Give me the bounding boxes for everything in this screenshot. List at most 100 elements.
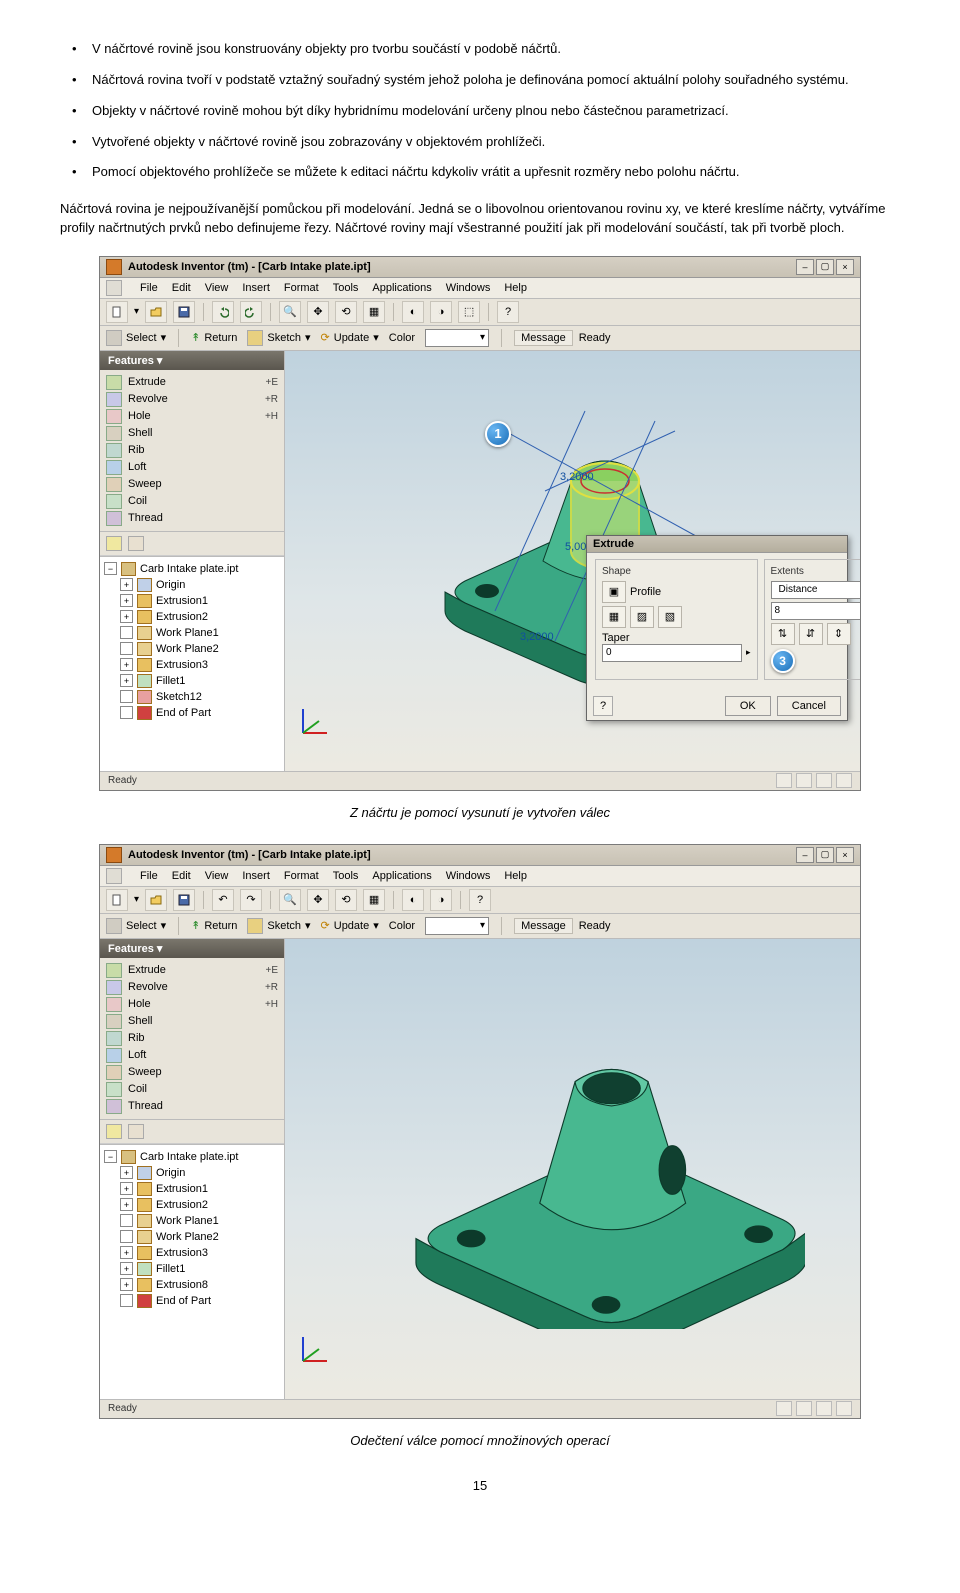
- bool-add-button[interactable]: ▦: [602, 606, 626, 628]
- feature-thread[interactable]: Thread: [102, 1098, 282, 1115]
- tree-item[interactable]: Work Plane2: [102, 1229, 282, 1245]
- menu-edit[interactable]: Edit: [172, 870, 191, 882]
- feature-rib[interactable]: Rib: [102, 1030, 282, 1047]
- select-tool[interactable]: Select ▾: [106, 330, 166, 346]
- feature-extrude[interactable]: Extrude+E: [102, 374, 282, 391]
- tree-item[interactable]: Work Plane1: [102, 1213, 282, 1229]
- feature-sweep[interactable]: Sweep: [102, 1064, 282, 1081]
- close-button[interactable]: ×: [836, 259, 854, 275]
- menu-applications[interactable]: Applications: [372, 282, 431, 294]
- menu-help[interactable]: Help: [504, 282, 527, 294]
- feature-loft[interactable]: Loft: [102, 459, 282, 476]
- tree-item[interactable]: End of Part: [102, 1293, 282, 1309]
- tool-button[interactable]: ◑: [430, 889, 452, 911]
- dir-button[interactable]: ⇕: [827, 623, 851, 645]
- color-combo[interactable]: ▾: [425, 917, 489, 935]
- tree-item[interactable]: Sketch12: [102, 689, 282, 705]
- redo-button[interactable]: [240, 301, 262, 323]
- save-button[interactable]: [173, 889, 195, 911]
- menu-applications[interactable]: Applications: [372, 870, 431, 882]
- feature-hole[interactable]: Hole+H: [102, 408, 282, 425]
- open-button[interactable]: [145, 889, 167, 911]
- feature-rib[interactable]: Rib: [102, 442, 282, 459]
- menu-file[interactable]: File: [140, 282, 158, 294]
- profile-button[interactable]: ▣: [602, 581, 626, 603]
- cancel-button[interactable]: Cancel: [777, 696, 841, 716]
- zoom-button[interactable]: 🔍: [279, 301, 301, 323]
- rotate-button[interactable]: ⟲: [335, 301, 357, 323]
- viewport[interactable]: [285, 939, 860, 1399]
- tree-item[interactable]: +Origin: [102, 1165, 282, 1181]
- dir-button[interactable]: ⇅: [771, 623, 795, 645]
- tree-item[interactable]: Work Plane2: [102, 641, 282, 657]
- pan-button[interactable]: ✥: [307, 301, 329, 323]
- view-button[interactable]: ▦: [363, 889, 385, 911]
- redo-button[interactable]: ↷: [240, 889, 262, 911]
- tree-item[interactable]: +Extrusion1: [102, 1181, 282, 1197]
- tree-item[interactable]: +Fillet1: [102, 1261, 282, 1277]
- menu-format[interactable]: Format: [284, 870, 319, 882]
- tree-item[interactable]: +Extrusion3: [102, 1245, 282, 1261]
- view-button[interactable]: ▦: [363, 301, 385, 323]
- tool-button[interactable]: ◑: [430, 301, 452, 323]
- bool-intersect-button[interactable]: ▧: [658, 606, 682, 628]
- menu-edit[interactable]: Edit: [172, 282, 191, 294]
- tree-root[interactable]: −Carb Intake plate.ipt: [102, 1149, 282, 1165]
- return-tool[interactable]: ↟Return: [191, 919, 237, 932]
- menu-windows[interactable]: Windows: [446, 282, 491, 294]
- feature-revolve[interactable]: Revolve+R: [102, 391, 282, 408]
- return-tool[interactable]: ↟Return: [191, 331, 237, 344]
- zoom-button[interactable]: 🔍: [279, 889, 301, 911]
- sketch-tool[interactable]: Sketch ▾: [247, 330, 310, 346]
- tool-button[interactable]: ⬚: [458, 301, 480, 323]
- menu-file[interactable]: File: [140, 870, 158, 882]
- maximize-button[interactable]: ▢: [816, 847, 834, 863]
- menu-tools[interactable]: Tools: [333, 870, 359, 882]
- tool-button[interactable]: ◐: [402, 301, 424, 323]
- help-button[interactable]: ?: [497, 301, 519, 323]
- close-button[interactable]: ×: [836, 847, 854, 863]
- feature-thread[interactable]: Thread: [102, 510, 282, 527]
- menu-insert[interactable]: Insert: [242, 870, 270, 882]
- ok-button[interactable]: OK: [725, 696, 771, 716]
- taper-input[interactable]: [602, 644, 742, 662]
- tree-item[interactable]: +Extrusion8: [102, 1277, 282, 1293]
- feature-revolve[interactable]: Revolve+R: [102, 979, 282, 996]
- maximize-button[interactable]: ▢: [816, 259, 834, 275]
- sketch-tool[interactable]: Sketch ▾: [247, 918, 310, 934]
- tree-item[interactable]: +Fillet1: [102, 673, 282, 689]
- features-header[interactable]: Features ▾: [100, 939, 284, 958]
- update-tool[interactable]: ⟳Update ▾: [321, 919, 379, 932]
- tree-item[interactable]: +Extrusion3: [102, 657, 282, 673]
- minimize-button[interactable]: –: [796, 259, 814, 275]
- tree-item[interactable]: +Extrusion2: [102, 609, 282, 625]
- feature-coil[interactable]: Coil: [102, 1081, 282, 1098]
- tree-item[interactable]: +Extrusion2: [102, 1197, 282, 1213]
- menu-help[interactable]: Help: [504, 870, 527, 882]
- help-button[interactable]: ?: [469, 889, 491, 911]
- distance-input[interactable]: [771, 602, 860, 620]
- select-tool[interactable]: Select ▾: [106, 918, 166, 934]
- undo-button[interactable]: [212, 301, 234, 323]
- pan-button[interactable]: ✥: [307, 889, 329, 911]
- viewport[interactable]: 3,2000 5,0000 3,2000 1 2 Extrude Shape: [285, 351, 860, 771]
- feature-sweep[interactable]: Sweep: [102, 476, 282, 493]
- undo-button[interactable]: ↶: [212, 889, 234, 911]
- menu-view[interactable]: View: [205, 282, 229, 294]
- menu-insert[interactable]: Insert: [242, 282, 270, 294]
- distance-select[interactable]: Distance: [771, 581, 860, 599]
- menu-view[interactable]: View: [205, 870, 229, 882]
- feature-shell[interactable]: Shell: [102, 1013, 282, 1030]
- tree-item[interactable]: Work Plane1: [102, 625, 282, 641]
- tool-button[interactable]: ◐: [402, 889, 424, 911]
- tree-root[interactable]: −Carb Intake plate.ipt: [102, 561, 282, 577]
- menu-format[interactable]: Format: [284, 282, 319, 294]
- new-button[interactable]: [106, 301, 128, 323]
- feature-extrude[interactable]: Extrude+E: [102, 962, 282, 979]
- model-filter[interactable]: [100, 532, 284, 556]
- save-button[interactable]: [173, 301, 195, 323]
- help-button[interactable]: ?: [593, 696, 613, 716]
- open-button[interactable]: [145, 301, 167, 323]
- minimize-button[interactable]: –: [796, 847, 814, 863]
- feature-shell[interactable]: Shell: [102, 425, 282, 442]
